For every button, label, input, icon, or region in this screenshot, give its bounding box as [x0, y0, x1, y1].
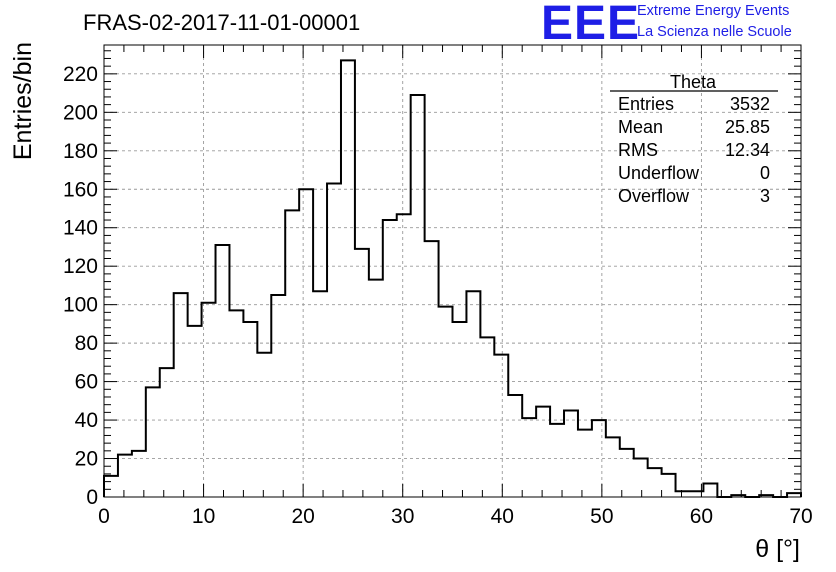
- histogram-bin: [522, 418, 536, 497]
- histogram-bin: [453, 322, 467, 497]
- stats-row-value: 3: [760, 186, 770, 206]
- histogram-bin: [188, 326, 202, 497]
- tick-labels: 0 10 20 30 40 50 60 700204060801001201401601802…: [63, 63, 813, 528]
- histogram-bin: [202, 303, 216, 497]
- x-tick-label: 0: [98, 505, 110, 528]
- y-tick-label: 0: [86, 486, 98, 509]
- y-tick-label: 120: [63, 255, 98, 278]
- y-tick-label: 100: [63, 294, 98, 317]
- histogram-bars: [103, 59, 802, 498]
- grid-lines: [104, 45, 801, 497]
- x-tick-label: 50: [590, 505, 613, 528]
- histogram-bin: [787, 493, 801, 497]
- histogram-bin: [216, 245, 230, 497]
- histogram-bin: [578, 430, 592, 497]
- x-tick-label: 20: [291, 505, 314, 528]
- logo-subtitle-line1: Extreme Energy Events: [637, 3, 790, 19]
- axis-ticks: [103, 45, 802, 498]
- histogram-bin: [229, 310, 243, 497]
- histogram-bin: [606, 437, 620, 497]
- histogram-bin: [676, 491, 690, 497]
- stats-row-label: RMS: [618, 140, 658, 160]
- histogram-bin: [257, 353, 271, 497]
- eee-logo: EEE: [541, 0, 641, 50]
- y-tick-label: 160: [63, 178, 98, 201]
- histogram-outline: [103, 59, 802, 498]
- stats-row-value: 3532: [730, 94, 770, 114]
- plot-frame: [103, 44, 802, 498]
- histogram-bin: [439, 307, 453, 497]
- stats-box-name: Theta: [670, 72, 717, 92]
- histogram-bin: [425, 241, 439, 497]
- histogram-bin: [620, 449, 634, 497]
- histogram-bin: [536, 407, 550, 497]
- y-tick-label: 180: [63, 140, 98, 163]
- histogram-bin: [703, 484, 717, 497]
- histogram-bin: [494, 355, 508, 497]
- histogram-bin: [160, 368, 174, 497]
- histogram-bin: [466, 291, 480, 497]
- stats-row-value: 25.85: [725, 117, 770, 137]
- histogram-bin: [648, 468, 662, 497]
- histogram-bin: [383, 220, 397, 497]
- y-tick-label: 40: [75, 409, 98, 432]
- histogram-bin: [634, 459, 648, 497]
- histogram-bin: [592, 420, 606, 497]
- x-axis-title: θ [°]: [755, 535, 800, 563]
- histogram-bin: [508, 395, 522, 497]
- histogram-bin: [285, 210, 299, 497]
- histogram-bin: [243, 322, 257, 497]
- y-axis-title: Entries/bin: [9, 42, 37, 160]
- histogram-bin: [313, 291, 327, 497]
- y-tick-label: 60: [75, 371, 98, 394]
- histogram-bin: [369, 280, 383, 497]
- histogram-bin: [118, 455, 132, 497]
- y-tick-label: 140: [63, 217, 98, 240]
- histogram-bin: [564, 410, 578, 497]
- histogram-bin: [355, 249, 369, 497]
- histogram-bin: [550, 424, 564, 497]
- plot-title: FRAS-02-2017-11-01-00001: [83, 10, 361, 35]
- logo-subtitle-line2: La Scienza nelle Scuole: [637, 24, 792, 40]
- stats-row-label: Underflow: [618, 163, 700, 183]
- y-tick-label: 80: [75, 332, 98, 355]
- histogram-bin: [662, 474, 676, 497]
- x-tick-label: 30: [391, 505, 414, 528]
- histogram-bin: [146, 387, 160, 497]
- histogram-bin: [299, 189, 313, 497]
- x-tick-label: 70: [789, 505, 812, 528]
- stats-row-value: 12.34: [725, 140, 770, 160]
- histogram-bin: [480, 337, 494, 497]
- y-tick-label: 20: [75, 448, 98, 471]
- stats-row-label: Overflow: [618, 186, 690, 206]
- stats-row-value: 0: [760, 163, 770, 183]
- histogram-bin: [397, 214, 411, 497]
- x-tick-label: 10: [192, 505, 215, 528]
- x-tick-label: 60: [690, 505, 713, 528]
- stats-row-label: Entries: [618, 94, 674, 114]
- x-tick-label: 40: [491, 505, 514, 528]
- histogram-bin: [174, 293, 188, 497]
- histogram-bin: [411, 95, 425, 497]
- histogram-bin: [104, 476, 118, 497]
- y-tick-label: 220: [63, 63, 98, 86]
- stats-row-label: Mean: [618, 117, 663, 137]
- histogram-bin: [327, 183, 341, 497]
- histogram-bin: [271, 295, 285, 497]
- histogram-bin: [341, 60, 355, 497]
- stats-box: Theta Entries 3532 Mean 25.85 RMS 12.34 Underf…: [610, 72, 778, 206]
- y-tick-label: 200: [63, 101, 98, 124]
